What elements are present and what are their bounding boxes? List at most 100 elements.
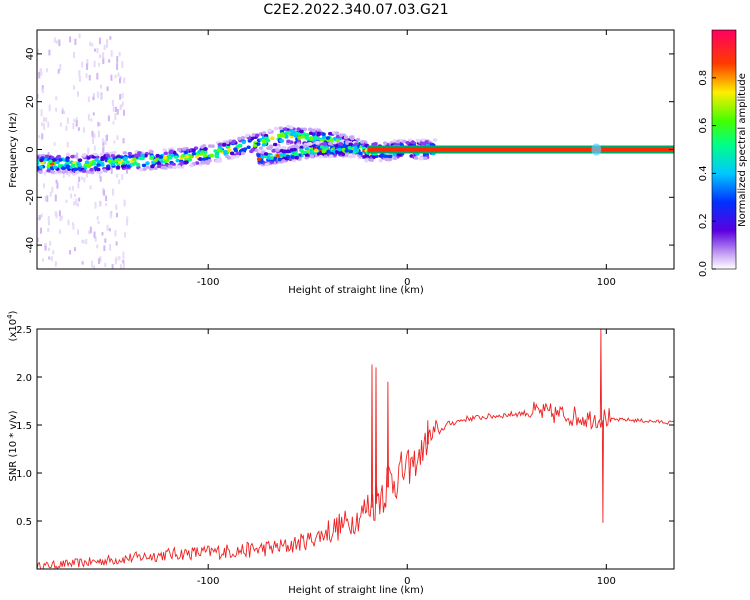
heatmap-cell [111,264,114,269]
heatmap-cell [115,241,118,246]
heatmap-cell [122,259,125,264]
heatmap-cell [251,133,256,137]
heatmap-cell [55,160,60,165]
heatmap-cell [114,112,117,120]
bottom-x-tick-label: 0 [404,576,410,587]
heatmap-cell [118,51,121,57]
heatmap-cell [98,37,101,45]
heatmap-cell [50,162,55,166]
heatmap-cell [78,33,81,39]
heatmap-cell [226,156,232,160]
heatmap-cell [127,151,133,156]
heatmap-cell [48,104,51,112]
heatmap-cell [37,93,40,99]
heatmap-cell [383,141,388,145]
heatmap-cell [410,140,416,145]
bottom-y-tick-label: 2.0 [16,373,32,384]
heatmap-cell [44,245,47,251]
heatmap-cell [55,107,58,112]
heatmap-cell [169,149,174,153]
heatmap-cell [122,262,125,269]
heatmap-cell [84,160,90,164]
heatmap-cell [63,110,66,115]
heatmap-cell [69,36,72,43]
heatmap-cell [123,232,126,238]
heatmap-cell [43,183,46,189]
heatmap-cell [303,144,308,148]
heatmap-cell [294,144,299,148]
heatmap-cell [44,170,47,174]
bottom-y-axis-label: SNR (10 * v/v) [8,410,19,481]
heatmap-cell [332,140,337,145]
heatmap-cell [48,159,53,164]
heatmap-cell [41,133,44,140]
heatmap-cell [237,136,242,141]
heatmap-cell [121,61,124,68]
heatmap-cell [591,143,602,156]
heatmap-cell [304,153,310,157]
heatmap-cell [121,101,124,106]
heatmap-cell [214,159,220,163]
heatmap-cell [70,154,75,159]
heatmap-cell [194,154,200,159]
heatmap-cell [114,74,117,79]
heatmap-cell [85,238,88,245]
heatmap-cell [61,107,64,113]
heatmap-cell [74,193,77,197]
heatmap-cell [46,168,51,173]
heatmap-cell [119,264,122,269]
heatmap-cell [87,147,90,154]
heatmap-cell [106,86,109,92]
heatmap-cell [81,239,84,244]
heatmap-cell [81,261,84,265]
heatmap-cell [392,139,397,143]
heatmap-cell [93,145,96,151]
heatmap-cell [38,170,43,175]
heatmap-cell [53,142,56,146]
heatmap-cell [125,160,131,165]
heatmap-cell [110,167,113,174]
heatmap-cell [116,212,119,218]
heatmap-cell [76,203,79,207]
heatmap-cell [116,56,119,63]
heatmap-cell [338,142,344,146]
bottom-y-tick-label: 1.0 [16,469,32,480]
heatmap-cell [290,144,296,149]
heatmap-cell [87,96,90,103]
heatmap-cell [47,220,50,226]
heatmap-cell [273,126,279,131]
heatmap-cell [73,167,78,172]
heatmap-cell [55,96,58,101]
heatmap-cell [123,77,126,84]
heatmap-cell [98,258,101,264]
heatmap-cell [59,122,62,127]
heatmap-cell [126,164,131,168]
heatmap-cell [65,152,71,157]
heatmap-cell [424,140,429,144]
colorbar-label: Normalized spectral amplitude [737,73,748,227]
heatmap-cell [125,219,128,226]
heatmap-cell [254,148,259,153]
heatmap-cell [52,250,55,255]
heatmap-cell [306,142,312,146]
heatmap-cell [184,154,190,159]
heatmap-cell [319,145,325,149]
heatmap-cell [99,201,102,206]
heatmap-cell [106,42,109,48]
heatmap-cell [141,163,147,168]
heatmap-cell [108,59,111,63]
heatmap-cell [392,156,398,161]
heatmap-cell [373,142,378,146]
heatmap-cell [263,136,269,141]
heatmap-cell [94,236,97,242]
heatmap-cell [38,71,41,79]
heatmap-cell [82,153,87,157]
heatmap-cell [55,179,58,184]
heatmap-cell [145,165,150,169]
heatmap-cell [106,39,109,45]
heatmap-cell [54,194,57,202]
heatmap-cell [116,135,119,140]
heatmap-cell [105,134,108,141]
heatmap-cell [105,166,111,171]
heatmap-cell [258,146,264,150]
